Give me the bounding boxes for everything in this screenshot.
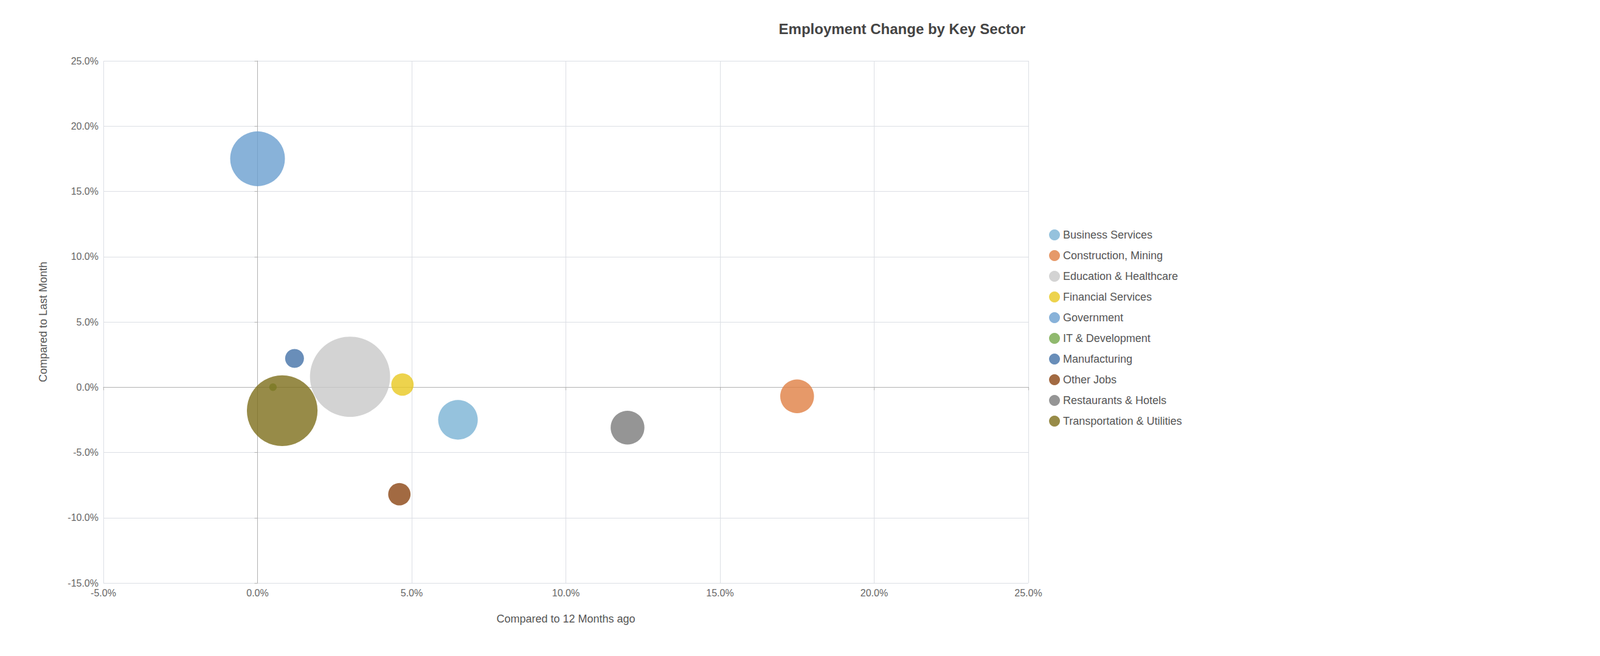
svg-text:Employment Change by Key Secto: Employment Change by Key Sector	[779, 20, 1026, 38]
svg-text:Compared to 12 Months ago: Compared to 12 Months ago	[496, 612, 635, 625]
svg-text:25.0%: 25.0%	[71, 55, 99, 67]
svg-text:-15.0%: -15.0%	[67, 577, 99, 589]
svg-text:15.0%: 15.0%	[71, 186, 99, 197]
svg-text:20.0%: 20.0%	[860, 587, 888, 598]
svg-text:10.0%: 10.0%	[552, 587, 580, 598]
svg-text:20.0%: 20.0%	[71, 121, 99, 132]
svg-text:-10.0%: -10.0%	[67, 512, 99, 523]
svg-text:Other Jobs: Other Jobs	[1063, 373, 1117, 386]
svg-text:Transportation & Utilities: Transportation & Utilities	[1063, 414, 1182, 427]
svg-text:Education & Healthcare: Education & Healthcare	[1063, 270, 1178, 283]
svg-text:25.0%: 25.0%	[1014, 587, 1042, 598]
svg-text:-5.0%: -5.0%	[72, 446, 99, 458]
svg-text:Financial Services: Financial Services	[1063, 290, 1152, 303]
svg-text:0.0%: 0.0%	[76, 381, 99, 393]
svg-text:Manufacturing: Manufacturing	[1063, 352, 1133, 365]
svg-text:Restaurants & Hotels: Restaurants & Hotels	[1063, 394, 1167, 407]
svg-text:IT & Development: IT & Development	[1063, 332, 1151, 345]
svg-text:0.0%: 0.0%	[246, 587, 269, 598]
svg-text:10.0%: 10.0%	[71, 251, 99, 262]
svg-text:5.0%: 5.0%	[400, 587, 423, 598]
svg-text:-5.0%: -5.0%	[90, 587, 117, 598]
svg-text:Compared to Last Month: Compared to Last Month	[37, 261, 50, 382]
svg-text:Construction, Mining: Construction, Mining	[1063, 249, 1163, 262]
svg-text:15.0%: 15.0%	[706, 587, 734, 598]
svg-text:5.0%: 5.0%	[76, 316, 99, 328]
svg-text:Business Services: Business Services	[1063, 228, 1153, 241]
svg-text:Government: Government	[1063, 311, 1124, 324]
